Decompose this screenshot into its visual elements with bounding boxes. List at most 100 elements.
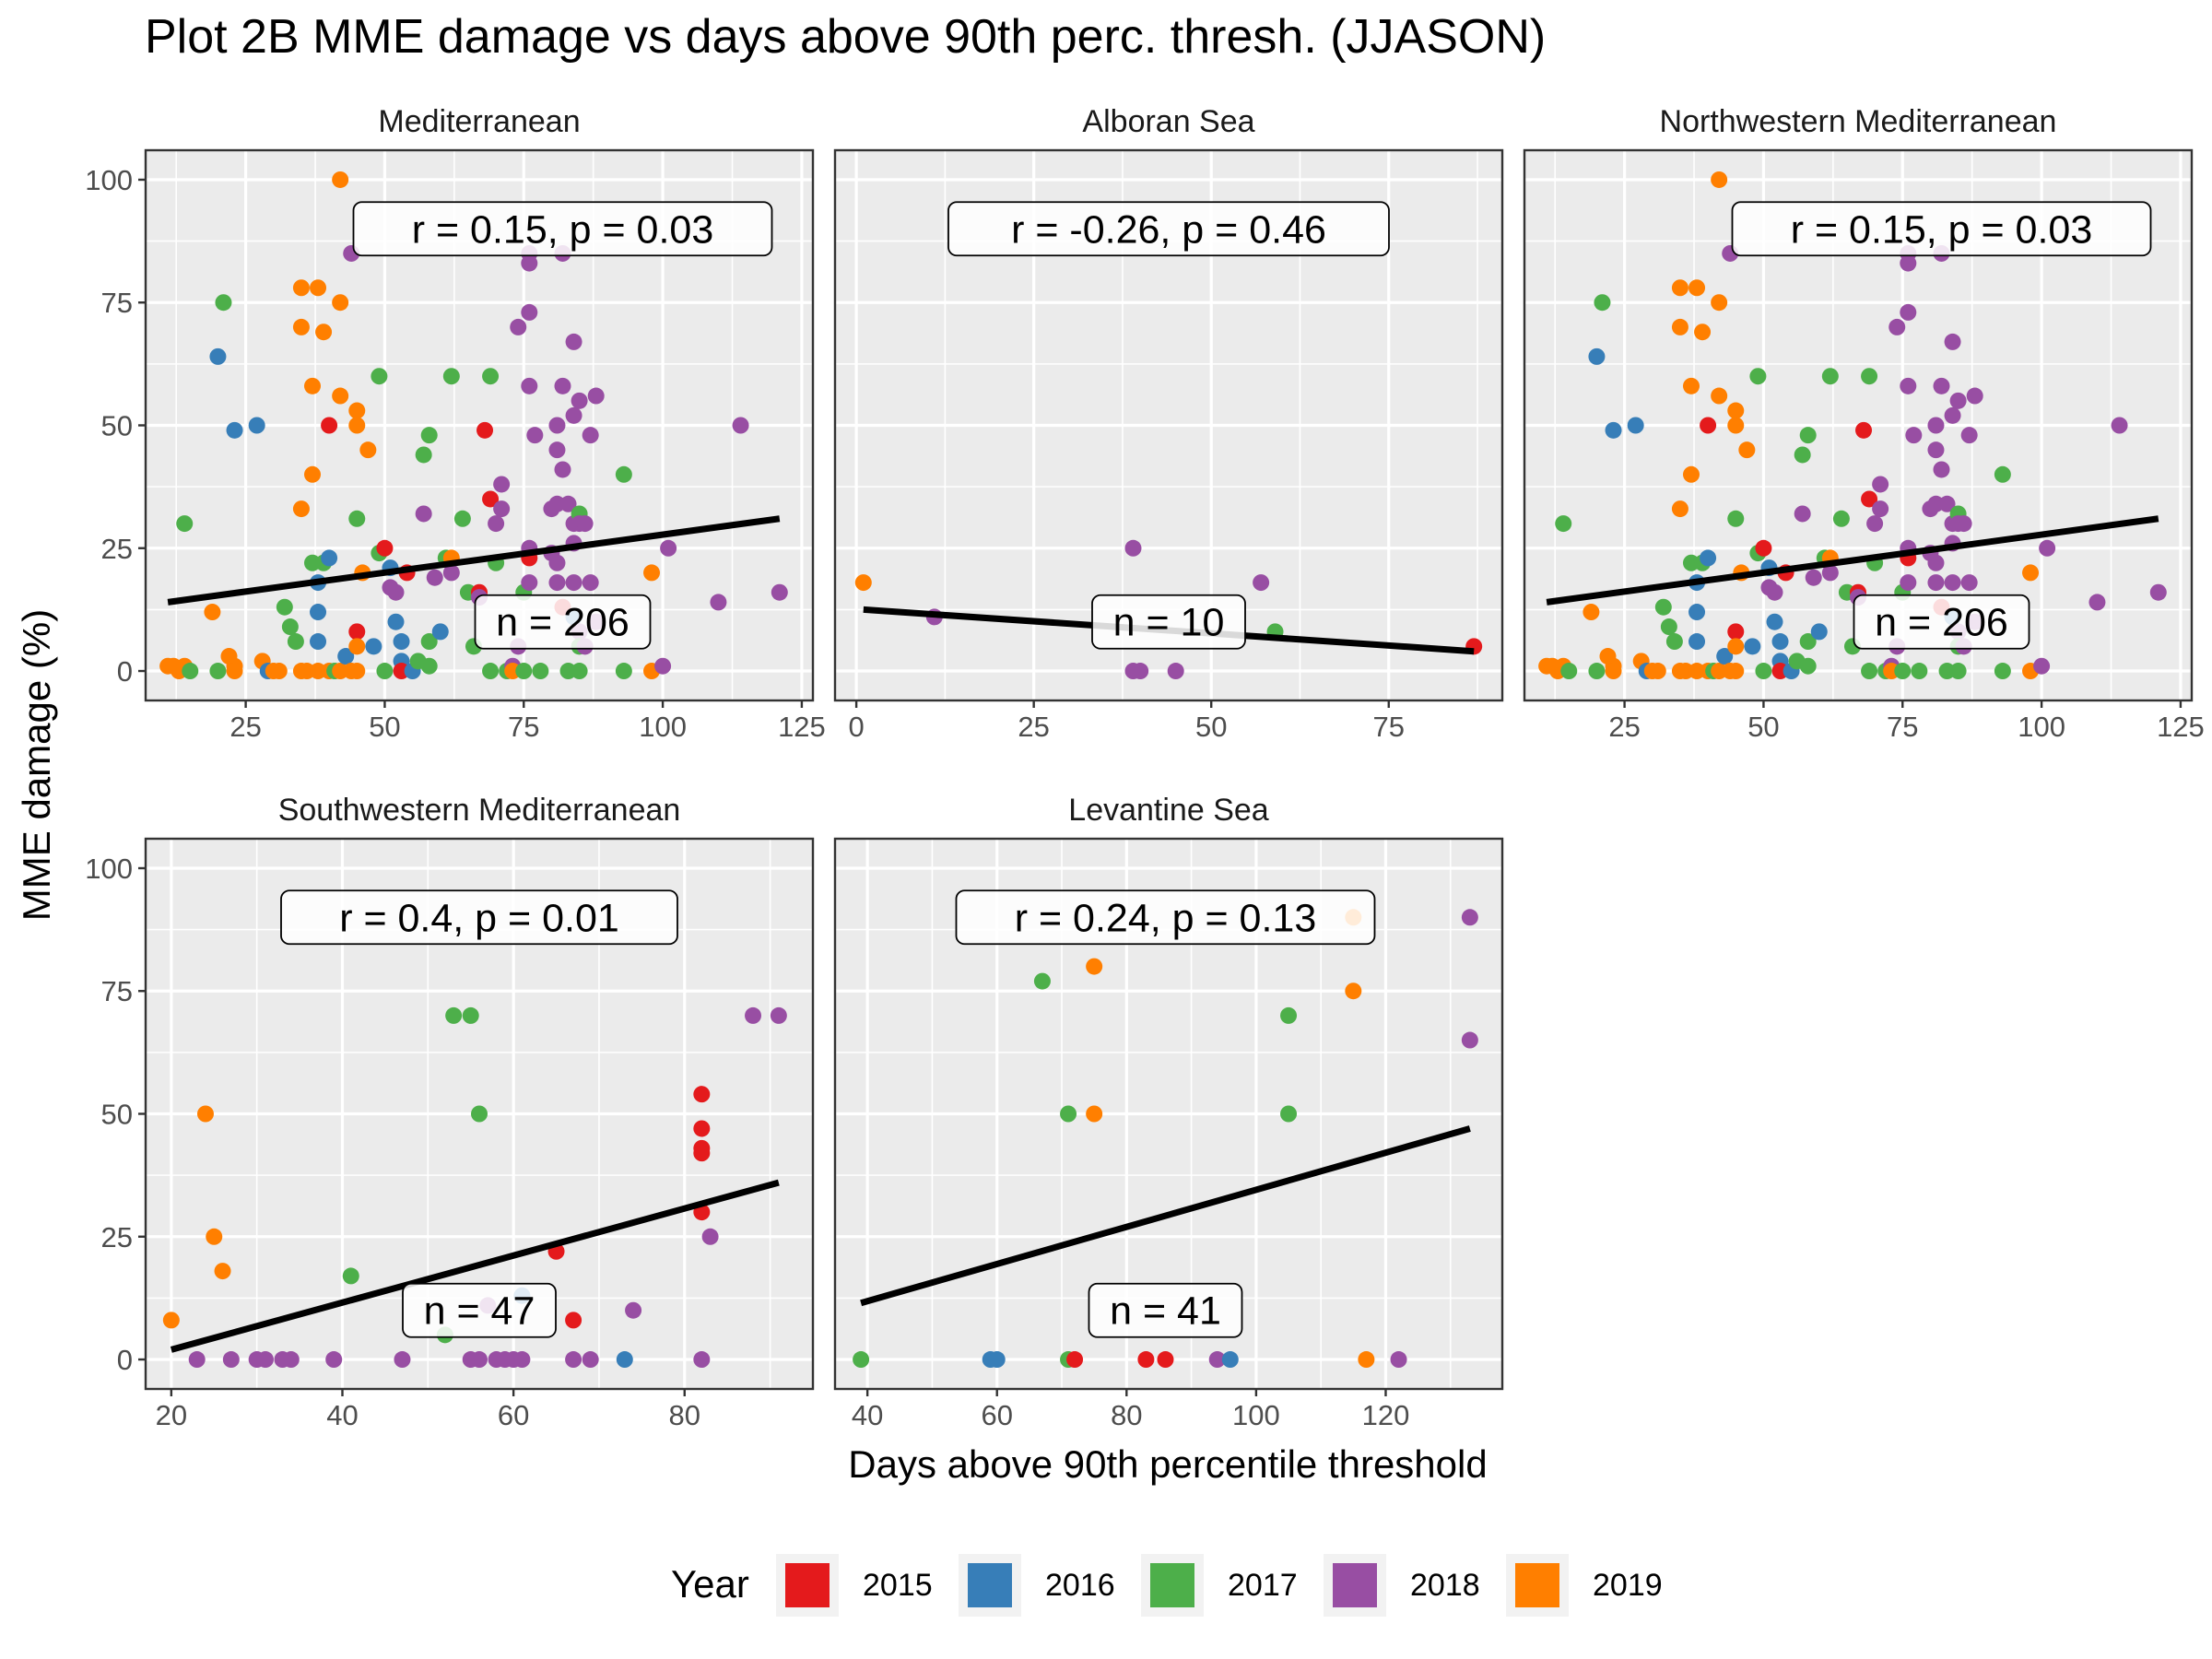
point-2018 (387, 583, 405, 601)
point-2015 (1066, 1351, 1084, 1369)
point-2018 (771, 583, 788, 601)
panel-strip-label: Levantine Sea (1068, 793, 1268, 828)
point-2018 (693, 1351, 711, 1369)
x-tick-label: 100 (2018, 711, 2065, 743)
panel-strip-label: Southwestern Mediterranean (278, 793, 681, 828)
legend-swatch (1333, 1563, 1377, 1607)
panel-strip-label: Mediterranean (378, 104, 580, 139)
x-tick-label: 75 (508, 711, 539, 743)
point-2017 (281, 618, 299, 636)
point-2018 (565, 406, 582, 424)
point-2019 (1345, 982, 1362, 1000)
x-tick-label: 20 (156, 1399, 187, 1431)
point-2015 (1700, 417, 1717, 434)
point-2017 (1033, 972, 1051, 990)
point-2017 (482, 368, 500, 385)
point-2018 (745, 1006, 762, 1024)
correlation-label-text: r = 0.24, p = 0.13 (1015, 896, 1317, 940)
point-2018 (1955, 515, 1972, 533)
point-2018 (582, 427, 599, 444)
point-2017 (1994, 465, 2011, 483)
correlation-label-box (280, 889, 678, 946)
point-2017 (348, 510, 366, 527)
point-2016 (209, 347, 227, 365)
point-2017 (1588, 663, 1606, 680)
point-2018 (1960, 427, 1978, 444)
point-2016 (1771, 633, 1789, 651)
point-2017 (462, 1006, 479, 1024)
y-tick-label: 25 (101, 533, 133, 565)
point-2018 (576, 515, 594, 533)
point-2017 (1755, 663, 1772, 680)
point-2019 (1086, 958, 1103, 975)
panel-strip-label: Northwestern Mediterranean (1660, 104, 2057, 139)
point-2018 (2033, 657, 2051, 675)
regression-line (860, 1125, 1471, 1307)
point-2018 (554, 377, 571, 394)
point-2018 (394, 1351, 411, 1369)
panel-alboran-sea: Alboran Sea r = -0.26, p = 0.46 n = 10 0 25 5… (833, 104, 1504, 743)
point-2018 (582, 1351, 599, 1369)
point-2018 (471, 1351, 488, 1369)
point-2019 (292, 318, 310, 335)
point-2016 (431, 623, 449, 641)
point-2019 (1711, 387, 1728, 405)
correlation-label: r = 0.15, p = 0.03 (352, 201, 773, 257)
y-tick-label: 25 (101, 1221, 133, 1253)
panel-southwestern-mediterranean: Southwestern Mediterranean r = 0.4, p = 0… (85, 793, 815, 1431)
point-2017 (420, 633, 438, 651)
correlation-label: r = 0.4, p = 0.01 (280, 889, 678, 946)
correlation-label-box (955, 889, 1376, 946)
point-2019 (1727, 417, 1745, 434)
sample-size-label: n = 41 (1088, 1282, 1243, 1338)
sample-size-label: n = 206 (474, 594, 652, 650)
point-2019 (348, 417, 366, 434)
point-2017 (1794, 446, 1811, 464)
point-2016 (226, 421, 243, 439)
sample-size-label-box (1091, 594, 1246, 650)
correlation-label: r = 0.15, p = 0.03 (1731, 201, 2152, 257)
legend-item-2015: 2015 (776, 1554, 933, 1617)
point-2016 (393, 633, 410, 651)
point-2017 (615, 663, 632, 680)
x-tick-label: 40 (326, 1399, 358, 1431)
point-2018 (521, 574, 538, 592)
point-2019 (1358, 1351, 1375, 1369)
point-2018 (1461, 1031, 1478, 1049)
point-2018 (1794, 505, 1811, 523)
point-2017 (376, 663, 394, 680)
point-2017 (1280, 1006, 1298, 1024)
point-2019 (214, 1263, 231, 1280)
point-2018 (1933, 377, 1950, 394)
point-2018 (1933, 461, 1950, 478)
point-2018 (415, 505, 432, 523)
x-tick-label: 50 (1195, 711, 1227, 743)
point-2015 (482, 490, 500, 508)
point-2017 (1949, 663, 1967, 680)
x-tick-label: 75 (1887, 711, 1918, 743)
point-2017 (853, 1351, 870, 1369)
point-2019 (1086, 1105, 1103, 1123)
legend-label: 2015 (863, 1568, 933, 1603)
point-2016 (310, 604, 327, 621)
point-2016 (1627, 417, 1644, 434)
point-2018 (521, 303, 538, 321)
point-2017 (1280, 1105, 1298, 1123)
point-2019 (1671, 279, 1688, 297)
legend: Year 2015 2016 2017 2018 2019 (671, 1554, 1663, 1617)
point-2016 (310, 633, 327, 651)
point-2019 (226, 663, 243, 680)
panel-border (833, 837, 1504, 1391)
correlation-label: r = 0.24, p = 0.13 (955, 889, 1376, 946)
point-2019 (1583, 604, 1600, 621)
point-2018 (660, 539, 677, 557)
y-axis-title: MME damage (%) (15, 609, 58, 921)
point-2019 (196, 1105, 214, 1123)
point-2019 (162, 1312, 180, 1329)
point-2019 (348, 638, 366, 655)
point-2018 (770, 1006, 787, 1024)
y-tick-label: 0 (117, 655, 133, 688)
point-2018 (488, 515, 505, 533)
point-2018 (654, 657, 672, 675)
point-2016 (1221, 1351, 1239, 1369)
